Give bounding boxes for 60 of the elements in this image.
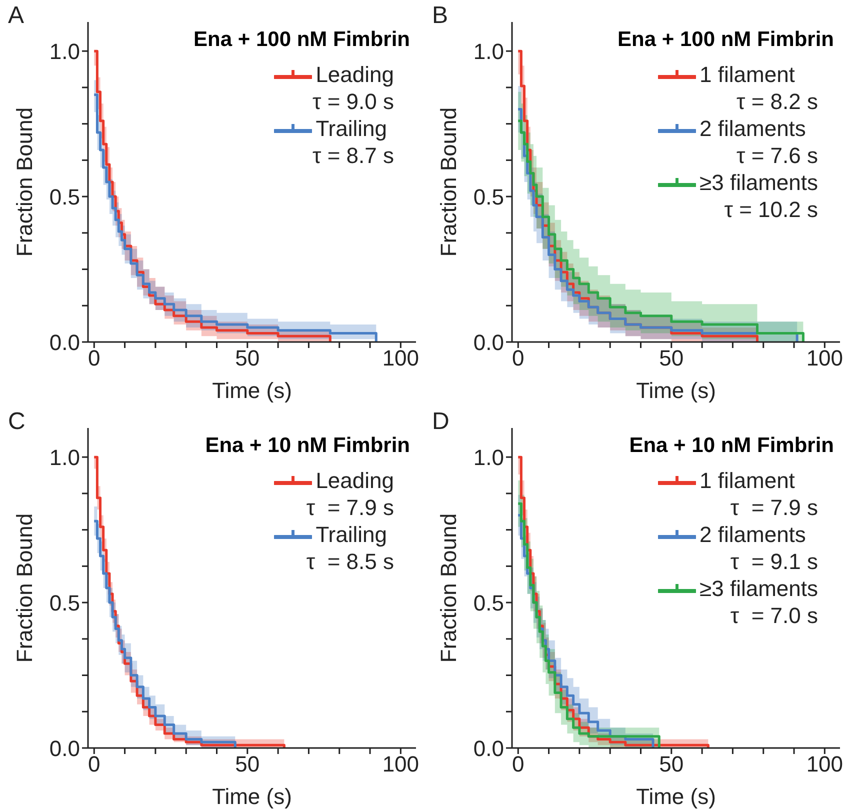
x-tick-label: 0 bbox=[512, 752, 524, 777]
legend-label: ≥3 filaments bbox=[700, 576, 818, 602]
legend-label: 1 filament bbox=[700, 62, 795, 88]
y-axis-title: Fraction Bound bbox=[436, 107, 461, 257]
chart-title: Ena + 10 nM Fimbrin bbox=[205, 434, 410, 458]
annotation: τ = 9.1 s bbox=[729, 548, 818, 576]
x-tick-label: 50 bbox=[235, 752, 260, 777]
y-tick-label: 1.0 bbox=[49, 38, 80, 64]
x-tick-label: 100 bbox=[806, 346, 844, 371]
annotation: τ = 7.9 s bbox=[305, 494, 394, 522]
legend-label: ≥3 filaments bbox=[700, 170, 818, 196]
legend-label: 2 filaments bbox=[700, 116, 806, 142]
text: B bbox=[432, 2, 448, 30]
annotation: τ = 9.0 s bbox=[312, 88, 394, 116]
legend-label: Leading bbox=[316, 62, 394, 88]
annotation: τ = 8.5 s bbox=[305, 548, 394, 576]
legend-label: Trailing bbox=[316, 522, 388, 548]
y-tick-label: 0.0 bbox=[473, 330, 504, 355]
x-tick-label: 0 bbox=[512, 346, 524, 371]
y-tick-label: 0.5 bbox=[49, 590, 80, 616]
annotation: τ = 7.0 s bbox=[729, 602, 818, 630]
annotation: τ = 8.7 s bbox=[312, 142, 394, 170]
x-tick-label: 100 bbox=[806, 752, 844, 777]
chart-title: Ena + 100 nM Fimbrin bbox=[618, 28, 834, 52]
chart-title: Ena + 100 nM Fimbrin bbox=[194, 28, 410, 52]
annotation: τ = 10.2 s bbox=[723, 196, 818, 224]
legend-label: Leading bbox=[316, 468, 394, 494]
x-tick-label: 50 bbox=[235, 346, 260, 371]
x-tick-label: 0 bbox=[88, 752, 100, 777]
y-tick-label: 0.0 bbox=[49, 736, 80, 761]
legend-label: 2 filaments bbox=[700, 522, 806, 548]
x-axis-title: Time (s) bbox=[636, 378, 716, 403]
x-tick-label: 100 bbox=[382, 346, 420, 371]
y-tick-label: 0.5 bbox=[473, 184, 504, 210]
y-axis-title: Fraction Bound bbox=[12, 107, 37, 257]
y-axis-title: Fraction Bound bbox=[436, 513, 461, 663]
y-tick-label: 0.5 bbox=[473, 590, 504, 616]
chart-title: Ena + 10 nM Fimbrin bbox=[629, 434, 834, 458]
text: D bbox=[432, 408, 450, 436]
y-tick-label: 1.0 bbox=[473, 38, 504, 64]
annotation: τ = 7.6 s bbox=[736, 142, 818, 170]
legend-label: Trailing bbox=[316, 116, 388, 142]
x-axis-title: Time (s) bbox=[212, 378, 292, 403]
legend-label: 1 filament bbox=[700, 468, 795, 494]
annotation: τ = 7.9 s bbox=[729, 494, 818, 522]
x-tick-label: 50 bbox=[659, 752, 684, 777]
x-tick-label: 0 bbox=[88, 346, 100, 371]
y-axis-title: Fraction Bound bbox=[12, 513, 37, 663]
y-tick-label: 1.0 bbox=[473, 444, 504, 470]
y-tick-label: 1.0 bbox=[49, 444, 80, 470]
x-tick-label: 100 bbox=[382, 752, 420, 777]
annotation: τ = 8.2 s bbox=[736, 88, 818, 116]
x-axis-title: Time (s) bbox=[212, 784, 292, 809]
y-tick-label: 0.0 bbox=[473, 736, 504, 761]
text: C bbox=[8, 408, 26, 436]
x-tick-label: 50 bbox=[659, 346, 684, 371]
y-tick-label: 0.5 bbox=[49, 184, 80, 210]
y-tick-label: 0.0 bbox=[49, 330, 80, 355]
x-axis-title: Time (s) bbox=[636, 784, 716, 809]
text: A bbox=[8, 2, 24, 30]
